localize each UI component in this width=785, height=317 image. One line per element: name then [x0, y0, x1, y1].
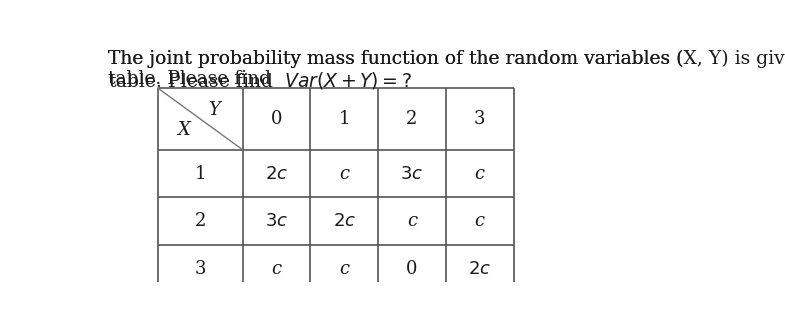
Text: $2c$: $2c$ [468, 260, 491, 278]
Text: c: c [339, 165, 349, 183]
Text: $3c$: $3c$ [400, 165, 423, 183]
Text: Y: Y [208, 101, 220, 119]
Text: $2c$: $2c$ [265, 165, 288, 183]
Text: c: c [475, 165, 485, 183]
Text: $2c$: $2c$ [333, 212, 356, 230]
Text: $3c$: $3c$ [265, 212, 288, 230]
Text: The joint probability mass function of the random variables (X, Y) is given by t: The joint probability mass function of t… [108, 49, 785, 68]
Text: 3: 3 [195, 260, 206, 278]
Text: 0: 0 [271, 110, 282, 128]
Text: 0: 0 [406, 260, 418, 278]
Text: c: c [339, 260, 349, 278]
Text: 2: 2 [407, 110, 418, 128]
Text: table. Please find  $\mathit{Var}(X + Y) =?$: table. Please find $\mathit{Var}(X + Y) … [108, 70, 412, 91]
Text: c: c [407, 212, 417, 230]
Text: The joint probability mass function of the random variables (: The joint probability mass function of t… [108, 49, 683, 68]
Text: c: c [475, 212, 485, 230]
Text: 2: 2 [195, 212, 206, 230]
Text: 3: 3 [474, 110, 485, 128]
Text: c: c [272, 260, 282, 278]
Text: X: X [177, 121, 190, 139]
Text: table. Please find: table. Please find [108, 70, 283, 88]
Text: 1: 1 [338, 110, 350, 128]
Text: 1: 1 [195, 165, 206, 183]
